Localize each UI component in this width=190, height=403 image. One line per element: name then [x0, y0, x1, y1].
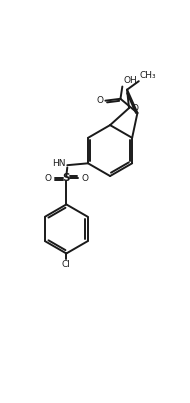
Text: O: O	[97, 96, 104, 105]
Text: O: O	[44, 174, 51, 183]
Text: O: O	[132, 104, 139, 112]
Text: Cl: Cl	[62, 260, 71, 269]
Text: O: O	[82, 174, 88, 183]
Text: HN: HN	[52, 159, 66, 168]
Text: S: S	[63, 173, 70, 183]
Text: OH: OH	[123, 76, 137, 85]
Text: CH₃: CH₃	[140, 71, 156, 80]
